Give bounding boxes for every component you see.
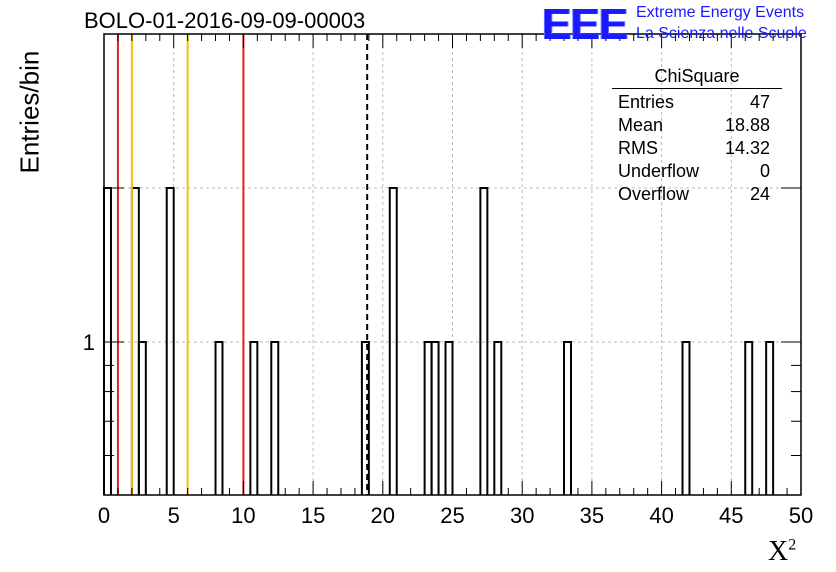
stats-title: ChiSquare [612,66,782,89]
x-axis-label-base: X [768,536,789,567]
x-tick-label: 10 [231,503,255,528]
x-tick-label: 0 [98,503,110,528]
eee-logo: EEE [542,0,628,49]
histogram-bar [137,341,147,495]
y-axis-label: Entries/bin [14,50,45,174]
histogram-bar [423,341,433,495]
stats-value: 47 [749,92,770,112]
histogram-bar [479,187,489,495]
stats-label: Mean [618,115,664,135]
stats-label: Underflow [618,161,700,181]
stats-value: 24 [749,184,770,204]
histogram-bar [430,341,440,495]
histogram-bar [681,341,691,495]
x-tick-label: 20 [371,503,395,528]
stats-row-rms: RMS 14.32 [612,137,782,160]
logo-line-1: Extreme Energy Events [636,4,805,21]
x-tick-label: 30 [510,503,534,528]
histogram-bar [214,341,224,495]
histogram-bar [388,187,398,495]
stats-row-overflow: Overflow 24 [612,183,782,206]
x-tick-label: 50 [789,503,813,528]
histogram-bars [103,187,775,495]
histogram-bar [165,187,175,495]
x-tick-label: 35 [580,503,604,528]
histogram-bar [744,341,754,495]
histogram-bar [270,341,280,495]
stats-value: 14.32 [724,138,770,158]
stats-row-underflow: Underflow 0 [612,160,782,183]
histogram-bar [249,341,259,495]
chart-title: BOLO-01-2016-09-09-00003 [84,8,366,33]
histogram-bar [444,341,454,495]
histogram-bar [493,341,503,495]
logo-line-2: La Scienza nelle Scuole [636,25,807,42]
stats-box: ChiSquare Entries 47 Mean 18.88 RMS 14.3… [612,66,782,206]
x-axis-ticks: 0 5 10 15 20 25 30 35 40 45 50 [98,34,813,528]
stats-value: 0 [759,161,770,181]
x-axis-label: X2 [768,536,796,568]
histogram-bar [765,341,775,495]
histogram-bar [563,341,572,495]
histogram-bar [360,341,370,495]
x-tick-label: 5 [168,503,180,528]
stats-label: Overflow [618,184,690,204]
stats-label: RMS [618,138,658,158]
x-tick-label: 15 [301,503,325,528]
stats-label: Entries [618,92,675,112]
x-tick-label: 45 [719,503,743,528]
y-tick-label: 1 [83,330,95,355]
y-axis-ticks: 1 [83,187,801,456]
stats-value: 18.88 [724,115,770,135]
x-tick-label: 25 [440,503,464,528]
stats-row-mean: Mean 18.88 [612,114,782,137]
reference-lines [116,34,369,495]
x-axis-label-sup: 2 [788,536,797,554]
x-tick-label: 40 [649,503,673,528]
stats-row-entries: Entries 47 [612,91,782,114]
